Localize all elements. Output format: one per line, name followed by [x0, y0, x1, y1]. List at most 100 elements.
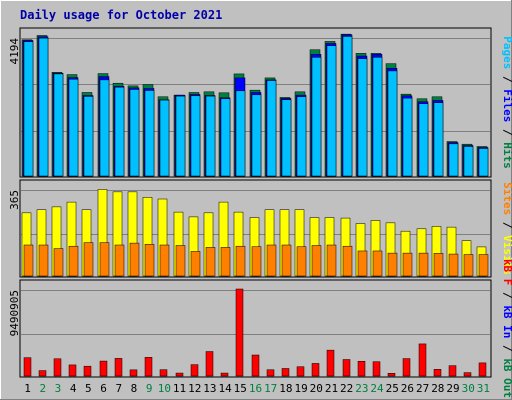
- sites-bar: [402, 252, 413, 277]
- kb-f-bar: [296, 366, 305, 377]
- panel-2: 365 Sites / Visits: [8, 179, 512, 278]
- day-label: 1: [24, 382, 31, 395]
- day-label: 30: [462, 382, 475, 395]
- sites-bar: [448, 253, 459, 277]
- pages-bar: [402, 97, 413, 177]
- pages-bar: [129, 89, 140, 177]
- pages-bar: [144, 90, 155, 177]
- day-label: 15: [234, 382, 247, 395]
- day-label: 31: [477, 382, 490, 395]
- kb-f-bar: [159, 369, 168, 377]
- pages-bar: [235, 90, 246, 177]
- pages-bar: [387, 70, 398, 177]
- sites-bar: [251, 246, 262, 277]
- day-label: 19: [294, 382, 307, 395]
- kb-f-bar: [478, 362, 487, 377]
- pages-bar: [281, 99, 292, 177]
- pages-bar: [190, 95, 201, 177]
- day-label: 17: [264, 382, 277, 395]
- sites-bar: [235, 245, 246, 277]
- kb-f-bar: [448, 365, 457, 377]
- y-axis-label: Sites / Visits: [501, 182, 512, 275]
- kb-f-bar: [175, 372, 184, 377]
- y-max-tick-label: 9490905: [8, 290, 21, 336]
- day-label: 26: [401, 382, 414, 395]
- day-label: 3: [55, 382, 62, 395]
- sites-bar: [68, 245, 79, 277]
- sites-bar: [342, 245, 353, 277]
- day-label: 4: [70, 382, 77, 395]
- sites-bar: [114, 244, 125, 277]
- kb-f-bar: [129, 369, 138, 377]
- kb-f-bar: [418, 343, 427, 377]
- kb-f-bar: [402, 358, 411, 377]
- kb-f-bar: [190, 364, 199, 377]
- pages-bar: [251, 94, 262, 177]
- sites-bar: [129, 242, 140, 277]
- pages-bar: [357, 58, 368, 177]
- kb-f-bar: [463, 372, 472, 377]
- sites-bar: [23, 244, 34, 277]
- pages-bar: [418, 103, 429, 177]
- kb-f-bar: [357, 360, 366, 377]
- sites-bar: [296, 246, 307, 277]
- kb-f-bar: [68, 364, 77, 377]
- pages-bar: [266, 80, 277, 177]
- pages-bar: [311, 57, 322, 177]
- sites-bar: [190, 251, 201, 277]
- day-label: 13: [203, 382, 216, 395]
- pages-bar: [83, 96, 94, 177]
- sites-bar: [326, 244, 337, 277]
- day-label: 27: [416, 382, 429, 395]
- panel-3: 9490905 kB F / kB In / kB Out: [8, 259, 512, 398]
- sites-bar: [53, 248, 64, 277]
- pages-bar: [159, 99, 170, 177]
- day-label: 11: [173, 382, 186, 395]
- day-label: 28: [431, 382, 444, 395]
- kb-f-bar: [372, 361, 381, 377]
- sites-bar: [478, 254, 489, 277]
- kb-f-bar: [387, 373, 396, 377]
- kb-f-bar: [235, 288, 244, 377]
- chart-title: Daily usage for October 2021: [20, 8, 222, 22]
- day-label: 8: [131, 382, 138, 395]
- sites-bar: [205, 247, 216, 277]
- sites-bar: [387, 252, 398, 277]
- pages-bar: [205, 95, 216, 177]
- pages-bar: [326, 45, 337, 177]
- day-label: 10: [158, 382, 171, 395]
- sites-bar: [418, 252, 429, 277]
- pages-bar: [175, 95, 186, 177]
- day-label: 6: [100, 382, 107, 395]
- sites-bar: [175, 245, 186, 277]
- pages-bar: [433, 102, 444, 177]
- y-axis-label: Pages / Files / Hits: [501, 36, 512, 169]
- pages-bar: [372, 57, 383, 177]
- sites-bar: [433, 253, 444, 277]
- day-label: 24: [370, 382, 384, 395]
- day-label: 22: [340, 382, 353, 395]
- sites-bar: [159, 244, 170, 277]
- day-label: 9: [146, 382, 153, 395]
- sites-bar: [266, 244, 277, 277]
- day-label: 14: [218, 382, 232, 395]
- pages-bar: [448, 143, 459, 177]
- kb-f-bar: [99, 360, 108, 377]
- pages-bar: [68, 78, 79, 177]
- panel-1: 4194 Pages / Files / Hits: [8, 27, 512, 178]
- day-label: 16: [249, 382, 262, 395]
- sites-bar: [357, 250, 368, 277]
- pages-bar: [99, 79, 110, 177]
- day-label: 29: [446, 382, 459, 395]
- y-max-tick-label: 4194: [8, 38, 21, 65]
- kb-f-bar: [311, 363, 320, 377]
- day-label: 18: [279, 382, 292, 395]
- pages-bar: [220, 98, 231, 177]
- pages-bar: [53, 73, 64, 177]
- sites-bar: [144, 244, 155, 277]
- day-label: 12: [188, 382, 201, 395]
- kb-f-bar: [220, 372, 229, 377]
- pages-bar: [342, 36, 353, 177]
- pages-bar: [478, 148, 489, 177]
